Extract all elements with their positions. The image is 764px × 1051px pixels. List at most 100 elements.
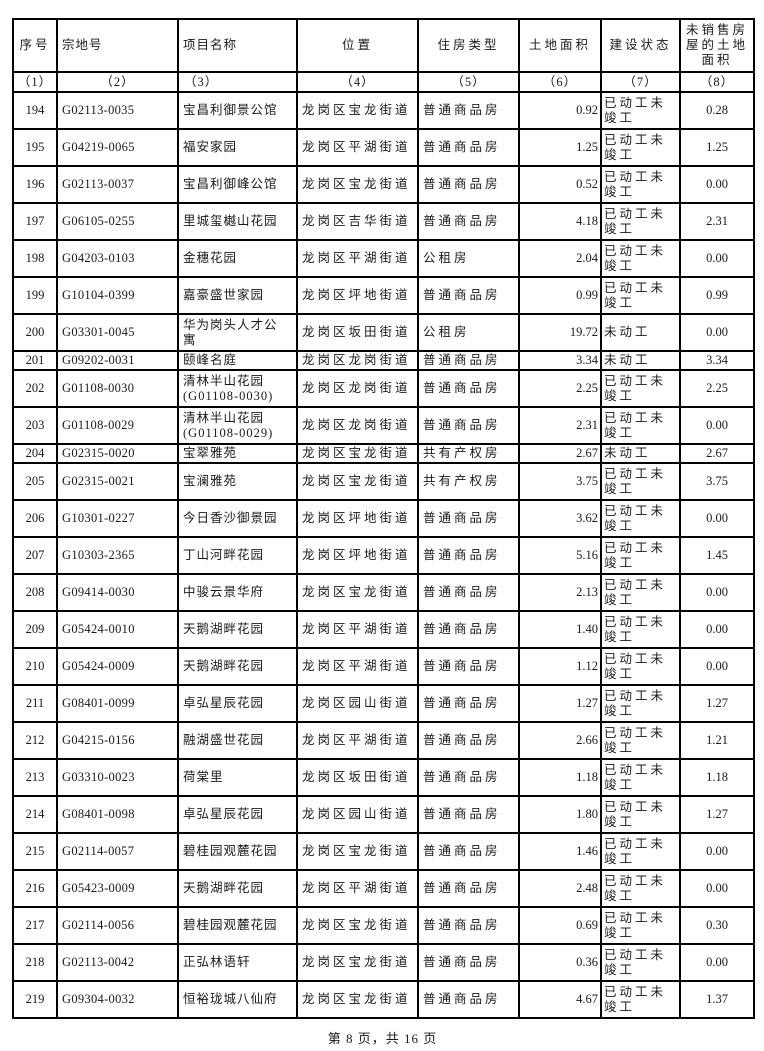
col-header-unsold: 未销售房 屋的土地 面积 (679, 18, 755, 73)
cell-area: 0.69 (518, 906, 602, 945)
col-code-1: （1） (12, 71, 58, 93)
cell-location: 龙岗区龙岗街道 (296, 350, 419, 371)
table-row: 203 G01108-0029 清林半山花园 (G01108-0029) 龙岗区龙岗街… (12, 406, 755, 445)
cell-type: 普通商品房 (417, 536, 520, 575)
cell-status: 已动工未竣工 (600, 721, 681, 760)
table-row: 218 G02113-0042 正弘林语轩 龙岗区宝龙街道 普通商品房 0.36 已动工未竣… (12, 943, 755, 982)
cell-location: 龙岗区坪地街道 (296, 276, 419, 315)
cell-parcel: G10303-2365 (56, 536, 179, 575)
cell-parcel: G02114-0057 (56, 832, 179, 871)
cell-unsold: 1.18 (679, 758, 755, 797)
cell-serial: 208 (12, 573, 58, 612)
cell-type: 普通商品房 (417, 369, 520, 408)
table-row: 212 G04215-0156 融湖盛世花园 龙岗区平湖街道 普通商品房 2.66 已动工未… (12, 721, 755, 760)
cell-location: 龙岗区宝龙街道 (296, 443, 419, 464)
table-row: 209 G05424-0010 天鹅湖畔花园 龙岗区平湖街道 普通商品房 1.40 已动工未… (12, 610, 755, 649)
cell-location: 龙岗区宝龙街道 (296, 980, 419, 1019)
cell-serial: 206 (12, 499, 58, 538)
cell-serial: 218 (12, 943, 58, 982)
cell-status: 已动工未竣工 (600, 462, 681, 501)
cell-unsold: 1.45 (679, 536, 755, 575)
table-row: 198 G04203-0103 金穗花园 龙岗区平湖街道 公租房 2.04 已动工未竣工 0.… (12, 239, 755, 278)
cell-serial: 196 (12, 165, 58, 204)
cell-location: 龙岗区宝龙街道 (296, 832, 419, 871)
cell-type: 公租房 (417, 239, 520, 278)
cell-project: 华为岗头人才公 寓 (177, 313, 298, 352)
cell-type: 普通商品房 (417, 869, 520, 908)
cell-location: 龙岗区宝龙街道 (296, 573, 419, 612)
cell-serial: 199 (12, 276, 58, 315)
cell-type: 共有产权房 (417, 443, 520, 464)
table-row: 194 G02113-0035 宝昌利御景公馆 龙岗区宝龙街道 普通商品房 0.92 已动工… (12, 91, 755, 130)
cell-unsold: 0.00 (679, 610, 755, 649)
land-parcel-table: 序号 宗地号 项目名称 位置 住房类型 土地面积 建设状态 未销售房 屋的土地 … (12, 18, 755, 1019)
cell-project: 清林半山花园 (G01108-0029) (177, 406, 298, 445)
col-header-location: 位置 (296, 18, 419, 73)
col-header-type: 住房类型 (417, 18, 520, 73)
cell-location: 龙岗区坪地街道 (296, 499, 419, 538)
cell-status: 已动工未竣工 (600, 943, 681, 982)
cell-parcel: G03301-0045 (56, 313, 179, 352)
cell-project: 嘉豪盛世家园 (177, 276, 298, 315)
cell-parcel: G03310-0023 (56, 758, 179, 797)
cell-status: 已动工未竣工 (600, 980, 681, 1019)
cell-serial: 215 (12, 832, 58, 871)
cell-area: 1.46 (518, 832, 602, 871)
cell-location: 龙岗区平湖街道 (296, 610, 419, 649)
cell-parcel: G01108-0030 (56, 369, 179, 408)
cell-parcel: G09202-0031 (56, 350, 179, 371)
cell-status: 已动工未竣工 (600, 239, 681, 278)
cell-location: 龙岗区龙岗街道 (296, 406, 419, 445)
cell-type: 普通商品房 (417, 832, 520, 871)
cell-project: 碧桂园观麓花园 (177, 906, 298, 945)
cell-status: 已动工未竣工 (600, 906, 681, 945)
cell-area: 0.36 (518, 943, 602, 982)
cell-status: 已动工未竣工 (600, 758, 681, 797)
cell-serial: 197 (12, 202, 58, 241)
cell-area: 4.18 (518, 202, 602, 241)
cell-parcel: G02113-0042 (56, 943, 179, 982)
cell-location: 龙岗区平湖街道 (296, 647, 419, 686)
cell-type: 普通商品房 (417, 943, 520, 982)
cell-area: 5.16 (518, 536, 602, 575)
cell-location: 龙岗区平湖街道 (296, 721, 419, 760)
cell-unsold: 1.21 (679, 721, 755, 760)
table-row: 214 G08401-0098 卓弘星辰花园 龙岗区园山街道 普通商品房 1.80 已动工未… (12, 795, 755, 834)
cell-unsold: 3.75 (679, 462, 755, 501)
cell-project: 福安家园 (177, 128, 298, 167)
table-row: 211 G08401-0099 卓弘星辰花园 龙岗区园山街道 普通商品房 1.27 已动工未… (12, 684, 755, 723)
cell-parcel: G04215-0156 (56, 721, 179, 760)
cell-location: 龙岗区平湖街道 (296, 869, 419, 908)
cell-unsold: 0.00 (679, 832, 755, 871)
table-row: 213 G03310-0023 荷棠里 龙岗区坂田街道 普通商品房 1.18 已动工未竣工 1… (12, 758, 755, 797)
page-footer: 第 8 页，共 16 页 (327, 1031, 438, 1046)
cell-unsold: 0.00 (679, 647, 755, 686)
cell-area: 19.72 (518, 313, 602, 352)
cell-area: 1.40 (518, 610, 602, 649)
cell-status: 已动工未竣工 (600, 165, 681, 204)
cell-project: 金穗花园 (177, 239, 298, 278)
cell-parcel: G05423-0009 (56, 869, 179, 908)
cell-unsold: 0.00 (679, 499, 755, 538)
cell-parcel: G09304-0032 (56, 980, 179, 1019)
cell-parcel: G04203-0103 (56, 239, 179, 278)
header-row: 序号 宗地号 项目名称 位置 住房类型 土地面积 建设状态 未销售房 屋的土地 … (12, 18, 755, 73)
cell-type: 普通商品房 (417, 684, 520, 723)
cell-location: 龙岗区宝龙街道 (296, 462, 419, 501)
cell-unsold: 1.27 (679, 795, 755, 834)
col-code-6: （6） (518, 71, 602, 93)
cell-serial: 210 (12, 647, 58, 686)
table-row: 197 G06105-0255 里城玺樾山花园 龙岗区吉华街道 普通商品房 4.18 已动工… (12, 202, 755, 241)
cell-parcel: G02114-0056 (56, 906, 179, 945)
table-row: 206 G10301-0227 今日香沙御景园 龙岗区坪地街道 普通商品房 3.62 已动工… (12, 499, 755, 538)
cell-parcel: G05424-0009 (56, 647, 179, 686)
cell-status: 未动工 (600, 443, 681, 464)
cell-status: 已动工未竣工 (600, 536, 681, 575)
cell-status: 已动工未竣工 (600, 499, 681, 538)
cell-area: 2.13 (518, 573, 602, 612)
cell-location: 龙岗区坪地街道 (296, 536, 419, 575)
table-row: 201 G09202-0031 颐峰名庭 龙岗区龙岗街道 普通商品房 3.34 未动工 3.3… (12, 350, 755, 371)
cell-project: 碧桂园观麓花园 (177, 832, 298, 871)
cell-location: 龙岗区宝龙街道 (296, 165, 419, 204)
cell-project: 颐峰名庭 (177, 350, 298, 371)
